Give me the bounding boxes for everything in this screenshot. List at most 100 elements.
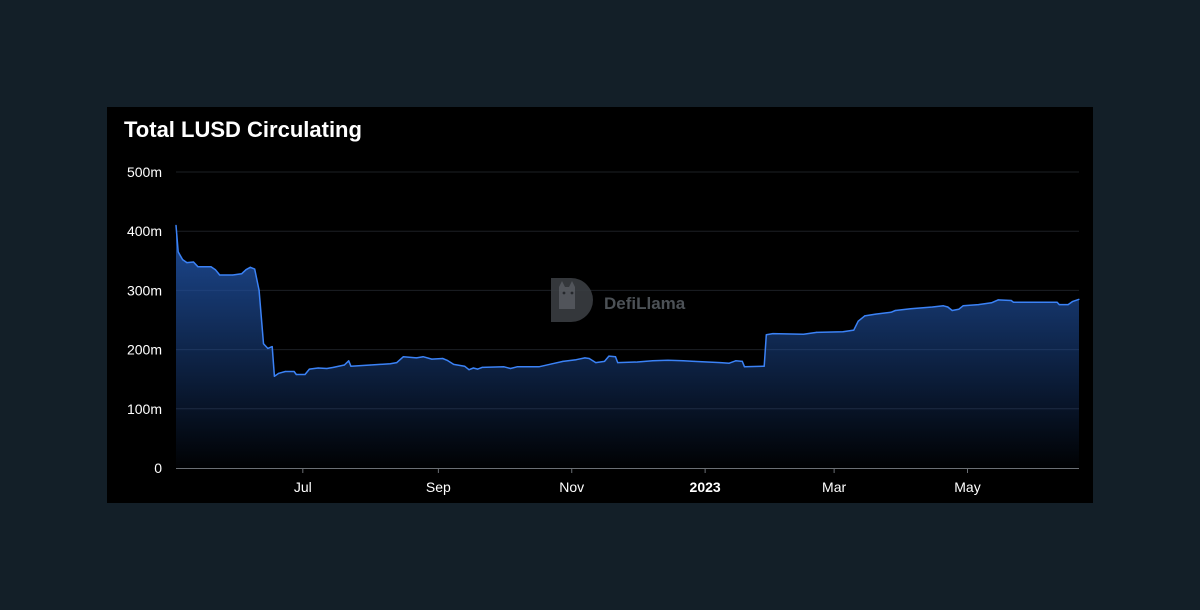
data-point	[332, 366, 334, 368]
watermark-brand-text: DefiLlama	[604, 294, 686, 313]
data-point	[214, 269, 216, 271]
data-point	[241, 273, 243, 275]
chart-title: Total LUSD Circulating	[124, 117, 362, 142]
series-line	[175, 225, 1080, 377]
data-point	[693, 360, 695, 362]
data-point	[1043, 301, 1045, 303]
data-point	[481, 366, 483, 368]
y-tick-label: 400m	[127, 223, 162, 239]
y-tick-label: 200m	[127, 342, 162, 358]
data-point	[415, 357, 418, 359]
chart-svg: DefiLlama 0 100m 200m 300m 400m 500m Jul Sep Nov…	[127, 164, 1080, 495]
x-tick-label: Nov	[559, 479, 584, 495]
data-point	[816, 331, 818, 333]
watermark: DefiLlama	[551, 278, 686, 322]
data-point	[951, 309, 953, 312]
data-point	[608, 355, 610, 357]
data-point	[245, 269, 247, 271]
data-point	[1078, 298, 1080, 300]
data-point	[890, 311, 892, 313]
data-point	[273, 375, 275, 377]
data-point	[249, 266, 251, 268]
data-point	[503, 366, 505, 368]
data-point	[267, 347, 269, 349]
data-point	[603, 360, 606, 362]
data-point	[588, 357, 590, 360]
data-point	[348, 360, 350, 362]
data-point	[197, 266, 199, 268]
data-point	[741, 360, 743, 362]
x-tick-label: May	[954, 479, 980, 495]
data-point	[853, 329, 855, 331]
data-point	[186, 262, 188, 264]
data-point	[595, 362, 597, 364]
data-point	[667, 359, 669, 361]
data-point	[422, 356, 424, 358]
data-point	[894, 309, 896, 312]
data-point	[472, 367, 474, 369]
data-point	[743, 366, 746, 368]
data-point	[728, 362, 730, 364]
data-point	[295, 373, 297, 376]
data-point	[947, 306, 949, 308]
data-point	[997, 299, 999, 301]
data-point	[402, 356, 404, 358]
data-point	[562, 360, 564, 362]
data-point	[1012, 301, 1015, 303]
data-point	[396, 362, 398, 364]
data-point	[584, 357, 586, 359]
data-point	[1067, 304, 1069, 306]
data-point	[350, 365, 352, 367]
data-point	[464, 365, 466, 367]
data-point	[1010, 299, 1012, 302]
data-point	[431, 358, 433, 360]
data-point	[857, 320, 859, 322]
data-point	[958, 308, 960, 310]
series-area	[176, 225, 1079, 468]
data-point	[284, 370, 286, 373]
data-point	[453, 363, 455, 365]
data-point	[293, 370, 295, 373]
data-point	[1058, 304, 1060, 306]
data-point	[575, 359, 577, 361]
data-point	[175, 224, 177, 226]
data-point	[962, 305, 964, 307]
data-point	[682, 360, 684, 362]
data-point	[910, 308, 912, 310]
data-point	[258, 289, 260, 291]
data-point	[442, 357, 444, 360]
data-point	[308, 368, 310, 370]
data-point	[192, 261, 195, 263]
data-point	[446, 359, 448, 361]
data-point	[477, 368, 479, 370]
series-layer	[175, 224, 1080, 468]
data-point	[763, 365, 765, 367]
llama-logo-icon	[551, 278, 593, 322]
data-point	[326, 367, 328, 370]
data-point	[219, 274, 221, 276]
data-point	[636, 361, 638, 363]
data-point	[468, 369, 470, 371]
data-point	[772, 333, 774, 335]
data-point	[802, 333, 805, 335]
data-point	[370, 364, 372, 366]
data-point	[271, 346, 273, 348]
data-point	[864, 315, 866, 317]
data-point	[509, 367, 512, 370]
data-point	[652, 360, 654, 362]
data-point	[317, 367, 319, 369]
data-point	[343, 364, 345, 366]
data-point	[719, 362, 722, 364]
data-point	[931, 306, 934, 308]
data-point	[389, 363, 391, 365]
data-point	[977, 304, 980, 306]
data-point	[182, 259, 184, 261]
data-point	[551, 363, 553, 365]
data-point	[614, 356, 617, 358]
y-tick-label: 300m	[127, 282, 162, 298]
data-point	[842, 331, 844, 333]
data-point	[942, 305, 945, 307]
chart-card: Total LUSD Circulating DefiLlama 0 100m 20…	[107, 107, 1093, 503]
data-point	[232, 274, 234, 276]
x-tick-label: Jul	[294, 479, 312, 495]
